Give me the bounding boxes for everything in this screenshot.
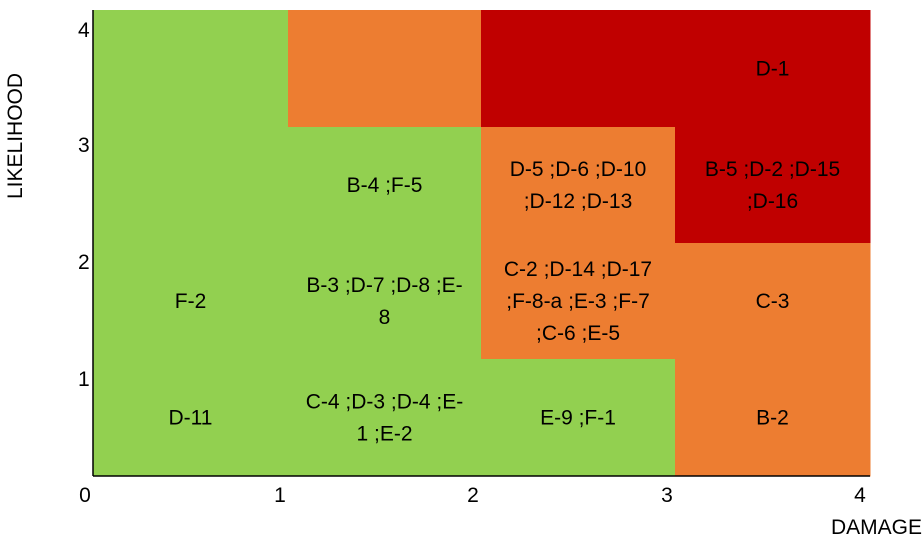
matrix-cell-d3-l2 [481, 243, 676, 360]
matrix-cell-d4-l1 [675, 359, 871, 477]
matrix-cell-d1-l2 [93, 243, 289, 360]
y-tick-label: 1 [78, 368, 90, 391]
cell-label: D-11 [169, 407, 213, 430]
tick-labels: 0 1 2 3 4 1 2 3 4 [78, 19, 866, 507]
cell-label: D-1 [756, 58, 790, 81]
y-tick-label: 4 [78, 19, 90, 42]
y-axis-label: LIKELIHOOD [4, 73, 27, 199]
cell-label: C-2 ;D-14 ;D-17 ;F-8-a ;E-3 ;F-7 ;C-6 ;E-5 [504, 258, 652, 345]
cell-label: B-5 ;D-2 ;D-15 ;D-16 [705, 158, 840, 213]
x-tick-label: 2 [467, 484, 479, 507]
matrix-cell-d2-l4 [288, 10, 482, 128]
matrix-cell-d2-l1 [288, 359, 482, 477]
y-tick-label: 2 [78, 251, 90, 274]
matrix-cells [93, 10, 871, 477]
cell-label: B-3 ;D-7 ;D-8 ;E-8 [306, 274, 462, 329]
matrix-cell-d1-l1 [93, 359, 289, 477]
y-tick-label: 3 [78, 134, 90, 157]
cell-label: B-4 ;F-5 [347, 174, 423, 197]
matrix-cell-d3-l4 [481, 10, 676, 128]
matrix-cell-d4-l4 [675, 10, 871, 128]
x-axis-label: DAMAGE [831, 516, 922, 538]
cell-label: F-2 [175, 290, 207, 313]
cell-label: E-9 ;F-1 [540, 407, 616, 430]
x-tick-label: 1 [274, 484, 286, 507]
matrix-cell-d4-l2 [675, 243, 871, 360]
cell-label: D-5 ;D-6 ;D-10 ;D-12 ;D-13 [510, 158, 647, 213]
cell-label: B-2 [756, 407, 789, 430]
matrix-cell-d3-l3 [481, 127, 676, 244]
matrix-cell-d2-l2 [288, 243, 482, 360]
cell-labels: D-1 B-4 ;F-5 D-5 ;D-6 ;D-10 ;D-12 ;D-13 B-5 … [169, 58, 841, 446]
cell-label: C-4 ;D-3 ;D-4 ;E-1 ;E-2 [306, 391, 464, 446]
matrix-cell-d1-l4 [93, 10, 289, 128]
axes [92, 10, 870, 477]
matrix-cell-d2-l3 [288, 127, 482, 244]
cell-label: C-3 [756, 290, 790, 313]
matrix-cell-d4-l3 [675, 127, 871, 244]
matrix-cell-d1-l3 [93, 127, 289, 244]
x-tick-label: 4 [854, 484, 866, 507]
matrix-cell-d3-l1 [481, 359, 676, 477]
x-tick-label: 3 [661, 484, 673, 507]
x-tick-label: 0 [79, 484, 91, 507]
